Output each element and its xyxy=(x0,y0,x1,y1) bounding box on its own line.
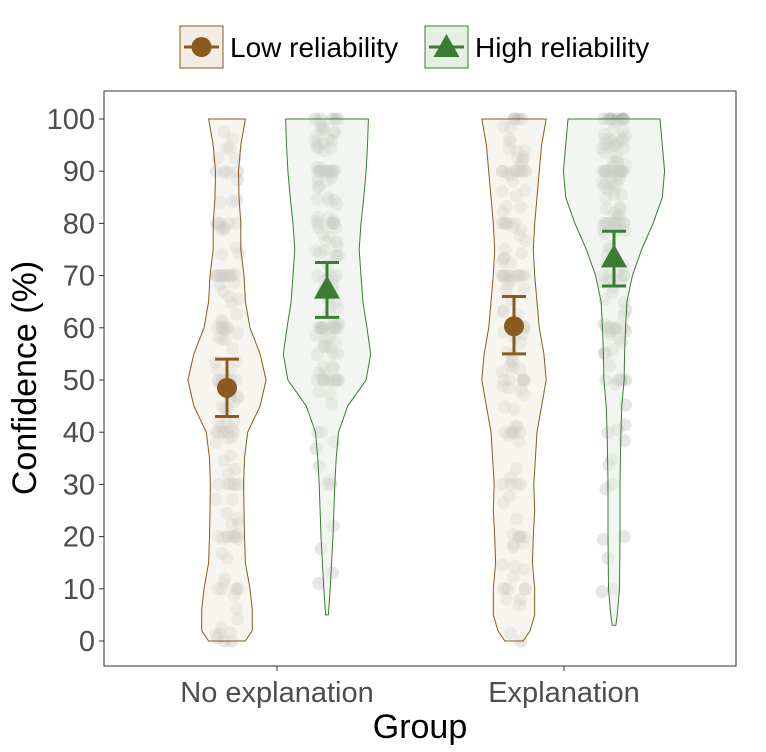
y-axis-title: Confidence (%) xyxy=(6,261,44,495)
mean-ci-markers xyxy=(215,229,627,419)
jitter-point xyxy=(617,530,631,544)
y-tick-label: 40 xyxy=(63,417,95,449)
axes: 0 10 20 30 40 50 60 70 80 90 100 No explanation Expl… xyxy=(47,104,640,709)
jitter-point xyxy=(312,576,326,590)
jitter-point xyxy=(596,532,610,546)
y-tick-label: 10 xyxy=(63,574,95,606)
mean-marker xyxy=(217,377,237,398)
violin-shape xyxy=(562,118,666,626)
mean-marker xyxy=(601,244,627,268)
y-tick-label: 100 xyxy=(47,104,95,136)
violin-shape xyxy=(282,118,372,616)
y-tick-label: 30 xyxy=(63,469,95,501)
jitter-point xyxy=(595,585,609,599)
legend-label: High reliability xyxy=(475,32,649,63)
y-tick-label: 70 xyxy=(63,261,95,293)
x-tick-label: Explanation xyxy=(488,677,640,709)
legend-marker xyxy=(433,34,460,57)
legend-label: Low reliability xyxy=(230,32,398,63)
x-tick-label: No explanation xyxy=(180,677,373,709)
violin-shape xyxy=(481,118,547,642)
y-tick-label: 80 xyxy=(63,208,95,240)
mean-marker xyxy=(504,316,524,337)
y-tick-label: 0 xyxy=(79,626,95,658)
x-axis-title: Group xyxy=(373,708,468,746)
violins xyxy=(187,118,666,642)
mean-marker xyxy=(314,275,340,299)
y-tick-label: 20 xyxy=(63,522,95,554)
legend: Low reliability High reliability xyxy=(179,25,649,69)
legend-item: Low reliability xyxy=(179,25,398,69)
jitter-point xyxy=(618,418,632,432)
legend-marker xyxy=(191,37,212,57)
y-tick-label: 60 xyxy=(63,313,95,345)
legend-item: High reliability xyxy=(424,25,649,69)
y-tick-label: 50 xyxy=(63,365,95,397)
y-tick-label: 90 xyxy=(63,156,95,188)
